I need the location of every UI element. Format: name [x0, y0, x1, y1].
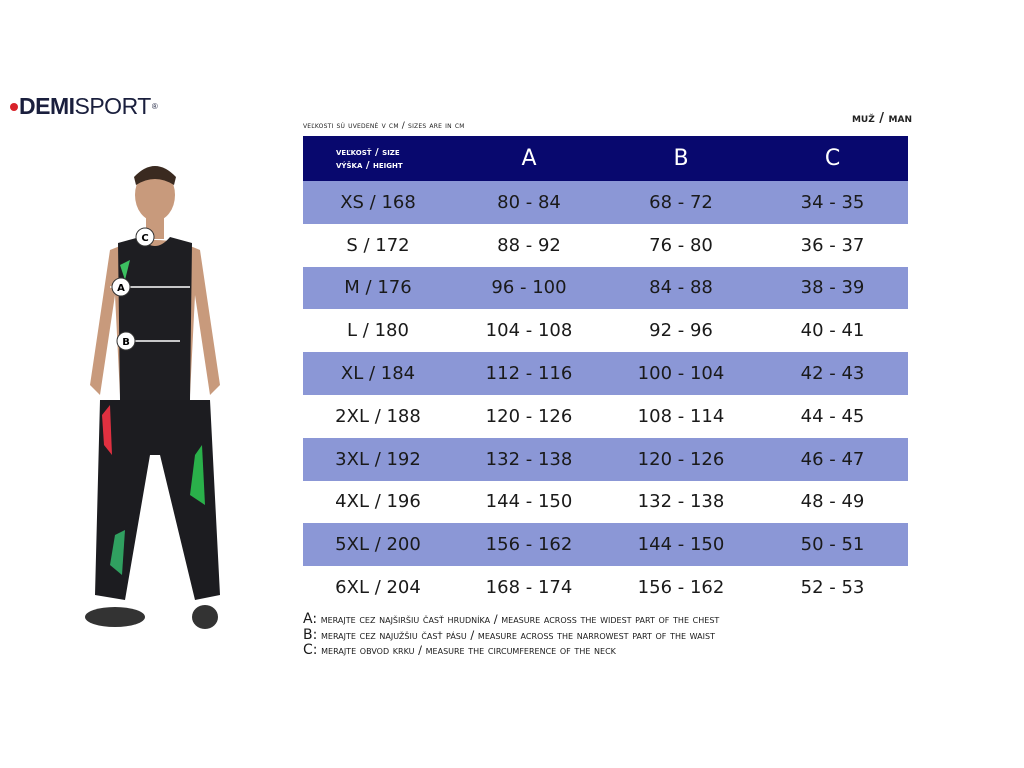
size-chart-table: veľkosť / size výška / height A B C XS / …	[303, 136, 908, 609]
size-cell: L / 180	[347, 320, 409, 342]
a-cell: 112 - 116	[453, 352, 605, 395]
legend-a: A: merajte cez najširšiu časť hrudníka /…	[303, 611, 720, 627]
table-row: 6XL / 204 168 - 174 156 - 162 52 - 53	[303, 566, 908, 609]
c-cell: 40 - 41	[800, 320, 865, 342]
b-cell: 120 - 126	[605, 437, 757, 481]
size-cell: 4XL / 196	[335, 491, 421, 513]
c-cell: 46 - 47	[757, 437, 908, 481]
header-a: A	[453, 136, 605, 181]
table-row: M / 176 96 - 100 84 - 88 38 - 39	[303, 266, 908, 310]
header-c: C	[757, 136, 908, 181]
c-cell: 42 - 43	[757, 352, 908, 395]
table-row: 4XL / 196 144 - 150 132 - 138 48 - 49	[303, 481, 908, 524]
b-cell: 156 - 162	[637, 577, 725, 599]
table-row: 3XL / 192 132 - 138 120 - 126 46 - 47	[303, 437, 908, 481]
c-cell: 38 - 39	[757, 266, 908, 310]
svg-text:B: B	[122, 337, 130, 348]
table-row: S / 172 88 - 92 76 - 80 36 - 37	[303, 224, 908, 267]
marker-c: C	[135, 227, 155, 247]
svg-text:C: C	[141, 233, 148, 244]
svg-text:A: A	[117, 283, 125, 294]
b-cell: 76 - 80	[649, 234, 713, 256]
b-cell: 132 - 138	[637, 491, 725, 513]
b-cell: 100 - 104	[605, 352, 757, 395]
brand-logo: DEMI SPORT ®	[10, 93, 158, 120]
a-cell: 120 - 126	[485, 405, 573, 427]
logo-light: SPORT	[74, 93, 152, 119]
marker-a: A	[111, 277, 131, 297]
a-cell: 80 - 84	[453, 181, 605, 224]
c-cell: 50 - 51	[757, 523, 908, 567]
a-cell: 96 - 100	[453, 266, 605, 310]
a-cell: 144 - 150	[485, 491, 573, 513]
size-cell: S / 172	[346, 234, 410, 256]
measurement-legend: A: merajte cez najširšiu časť hrudníka /…	[303, 611, 720, 659]
logo-dot	[10, 102, 18, 111]
b-cell: 68 - 72	[605, 181, 757, 224]
a-cell: 88 - 92	[497, 234, 561, 256]
model-figure: C A B	[85, 166, 220, 629]
b-cell: 144 - 150	[605, 523, 757, 567]
c-cell: 52 - 53	[800, 577, 865, 599]
units-note: veľkosti sú uvedené v cm / sizes are in …	[303, 121, 465, 131]
c-cell: 36 - 37	[800, 234, 865, 256]
logo-mark: ®	[151, 102, 158, 111]
legend-b: B: merajte cez najužšiu časť pásu / meas…	[303, 626, 715, 643]
a-cell: 168 - 174	[485, 577, 573, 599]
a-cell: 156 - 162	[453, 523, 605, 567]
size-cell: 5XL / 200	[303, 523, 453, 567]
header-b: B	[605, 136, 757, 181]
c-cell: 48 - 49	[800, 491, 865, 513]
header-size: veľkosť / size výška / height	[303, 136, 453, 181]
b-cell: 108 - 114	[637, 405, 725, 427]
c-cell: 34 - 35	[757, 181, 908, 224]
a-cell: 104 - 108	[485, 320, 573, 342]
marker-b: B	[116, 331, 136, 351]
table-row: 5XL / 200 156 - 162 144 - 150 50 - 51	[303, 523, 908, 567]
legend-c: C: merajte obvod krku / measure the circ…	[303, 642, 616, 658]
a-cell: 132 - 138	[453, 437, 605, 481]
size-cell: M / 176	[303, 266, 453, 310]
size-cell: 3XL / 192	[303, 437, 453, 481]
c-cell: 44 - 45	[800, 405, 865, 427]
b-cell: 84 - 88	[605, 266, 757, 310]
table-row: XS / 168 80 - 84 68 - 72 34 - 35	[303, 181, 908, 224]
logo-bold: DEMI	[19, 93, 75, 119]
table-row: XL / 184 112 - 116 100 - 104 42 - 43	[303, 352, 908, 395]
gender-label: muž / man	[851, 111, 912, 126]
size-cell: 6XL / 204	[335, 577, 421, 599]
size-cell: 2XL / 188	[335, 405, 421, 427]
size-cell: XS / 168	[303, 181, 453, 224]
size-cell: XL / 184	[303, 352, 453, 395]
table-row: 2XL / 188 120 - 126 108 - 114 44 - 45	[303, 395, 908, 438]
table-row: L / 180 104 - 108 92 - 96 40 - 41	[303, 309, 908, 352]
table-header: veľkosť / size výška / height A B C	[303, 136, 908, 181]
b-cell: 92 - 96	[649, 320, 713, 342]
